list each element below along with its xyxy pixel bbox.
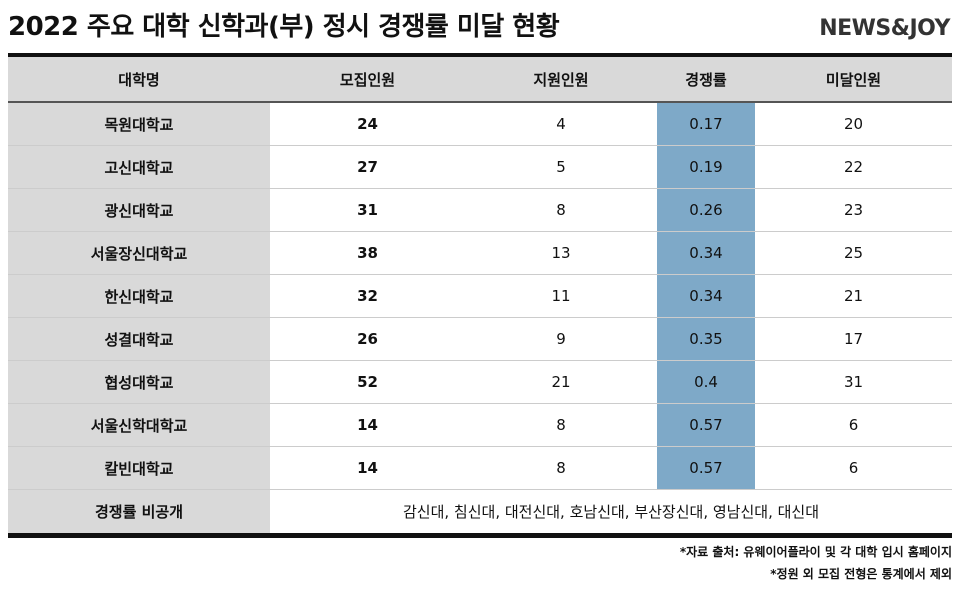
table-cell: 4 [465,103,657,146]
table-cell: 0.34 [657,275,755,318]
table-cell: 8 [465,189,657,232]
school-name: 목원대학교 [8,103,270,146]
table-cell: 14 [270,447,465,490]
logo: NEWS&JOY [819,16,950,41]
table-cell: 5 [465,146,657,189]
table-cell: 23 [755,189,952,232]
table-cell: 20 [755,103,952,146]
row-label: 경쟁률 비공개 [8,490,270,533]
table-cell: 0.19 [657,146,755,189]
column-header: 미달인원 [755,57,952,103]
column-header: 지원인원 [465,57,657,103]
school-name: 서울신학대학교 [8,404,270,447]
table-cell: 26 [270,318,465,361]
table-cell: 9 [465,318,657,361]
table-cell: 31 [755,361,952,404]
title: 2022 주요 대학 신학과(부) 정시 경쟁률 미달 현황 [8,12,560,42]
table-cell: 27 [270,146,465,189]
table-cell: 52 [270,361,465,404]
table-cell: 8 [465,447,657,490]
table-cell: 감신대, 침신대, 대전신대, 호남신대, 부산장신대, 영남신대, 대신대 [402,503,820,521]
footnote: *자료 출처: 유웨이어플라이 및 각 대학 입시 홈페이지 [679,545,952,559]
table-cell: 38 [270,232,465,275]
table-cell: 13 [465,232,657,275]
school-name: 칼빈대학교 [8,447,270,490]
school-name: 협성대학교 [8,361,270,404]
table-cell: 11 [465,275,657,318]
school-name: 성결대학교 [8,318,270,361]
table: 대학명 모집인원 지원인원 경쟁률 미달인원 목원대학교 24 4 0.17 20 고신대학교 27 5… [8,53,952,538]
table-cell: 25 [755,232,952,275]
table-cell: 21 [465,361,657,404]
table-cell: 21 [755,275,952,318]
column-header: 대학명 [8,57,270,103]
table-cell: 0.26 [657,189,755,232]
footnote: *정원 외 모집 전형은 통계에서 제외 [770,567,952,581]
table-cell: 22 [755,146,952,189]
column-header: 모집인원 [270,57,465,103]
table-cell: 6 [755,404,952,447]
table-cell: 14 [270,404,465,447]
table-cell: 6 [755,447,952,490]
table-cell: 0.17 [657,103,755,146]
table-cell: 0.35 [657,318,755,361]
school-name: 한신대학교 [8,275,270,318]
table-cell: 8 [465,404,657,447]
table-cell: 0.57 [657,404,755,447]
school-name: 고신대학교 [8,146,270,189]
table-cell: 32 [270,275,465,318]
table-cell: 24 [270,103,465,146]
school-name: 서울장신대학교 [8,232,270,275]
column-header: 경쟁률 [657,57,755,103]
table-cell: 17 [755,318,952,361]
table-cell: 31 [270,189,465,232]
table-cell: 0.57 [657,447,755,490]
table-cell: 0.34 [657,232,755,275]
table-cell: 0.4 [657,361,755,404]
school-name: 광신대학교 [8,189,270,232]
